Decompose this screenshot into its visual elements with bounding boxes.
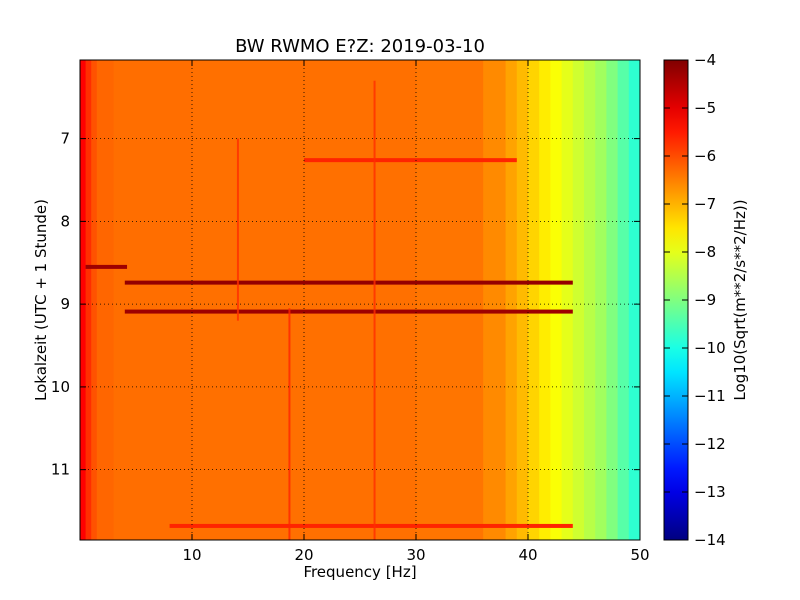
heatmap-column: [539, 60, 551, 540]
y-tick-label: 8: [60, 212, 70, 230]
y-tick-label: 11: [51, 461, 70, 479]
x-tick-label: 30: [406, 546, 425, 564]
x-axis-ticks: 10 20 30 40 50: [182, 60, 650, 564]
horizontal-band: [124, 280, 573, 285]
heatmap-column: [528, 60, 540, 540]
y-axis-label: Lokalzeit (UTC + 1 Stunde): [32, 199, 50, 401]
colorbar-tick-label: −8: [694, 243, 716, 261]
horizontal-band: [169, 523, 573, 528]
heatmap-column: [561, 60, 574, 540]
heatmap-column: [113, 60, 193, 540]
heatmap-column: [550, 60, 563, 540]
plot-frame: [79, 59, 641, 541]
x-tick-label: 50: [630, 546, 649, 564]
heatmap-column: [85, 60, 92, 540]
heatmap-column: [617, 60, 630, 540]
heatmap-column: [516, 60, 529, 540]
vertical-line: [236, 138, 239, 321]
heatmap-column: [606, 60, 619, 540]
colorbar-tick-label: −10: [694, 339, 726, 357]
horizontal-band: [85, 264, 128, 269]
x-tick-label: 20: [294, 546, 313, 564]
chart-title: BW RWMO E?Z: 2019-03-10: [235, 36, 485, 57]
x-axis-label: Frequency [Hz]: [303, 563, 416, 581]
heatmap-column: [91, 60, 98, 540]
colorbar-tick-label: −4: [694, 51, 716, 69]
horizontal-band: [304, 158, 517, 163]
x-tick-label: 10: [182, 546, 201, 564]
heatmap-column: [80, 60, 87, 540]
heatmap-column: [483, 60, 507, 540]
horizontal-band: [124, 309, 573, 314]
heatmap-column: [505, 60, 518, 540]
colorbar-tick-label: −11: [694, 387, 726, 405]
heatmap-column: [628, 60, 640, 540]
colorbar-tick-label: −14: [694, 531, 726, 549]
vertical-line: [288, 308, 291, 540]
heatmap-column: [595, 60, 607, 540]
spectrogram-heatmap: [80, 60, 640, 540]
colorbar-tick-label: −9: [694, 291, 716, 309]
y-axis-ticks: 7 8 9 10 11: [51, 130, 640, 479]
colorbar-tick-label: −12: [694, 435, 726, 453]
colorbar-tick-label: −5: [694, 99, 716, 117]
x-tick-label: 40: [518, 546, 537, 564]
colorbar-label: Log10(Sqrt(m**2/s**2/Hz)): [731, 199, 749, 400]
colorbar-tick-label: −6: [694, 147, 716, 165]
heatmap-column: [584, 60, 596, 540]
vertical-line: [373, 80, 376, 540]
colorbar-tick-label: −7: [694, 195, 716, 213]
colorbar-ticks: −4 −5 −6 −7 −8 −9 −10 −11 −12 −13 −14: [664, 51, 726, 549]
y-tick-label: 7: [60, 130, 70, 148]
y-tick-label: 10: [51, 378, 70, 396]
heatmap-column: [96, 60, 115, 540]
heatmap-column: [416, 60, 484, 540]
y-tick-label: 9: [60, 295, 70, 313]
colorbar-tick-label: −13: [694, 483, 726, 501]
heatmap-column: [572, 60, 585, 540]
grid-lines: [80, 60, 640, 540]
